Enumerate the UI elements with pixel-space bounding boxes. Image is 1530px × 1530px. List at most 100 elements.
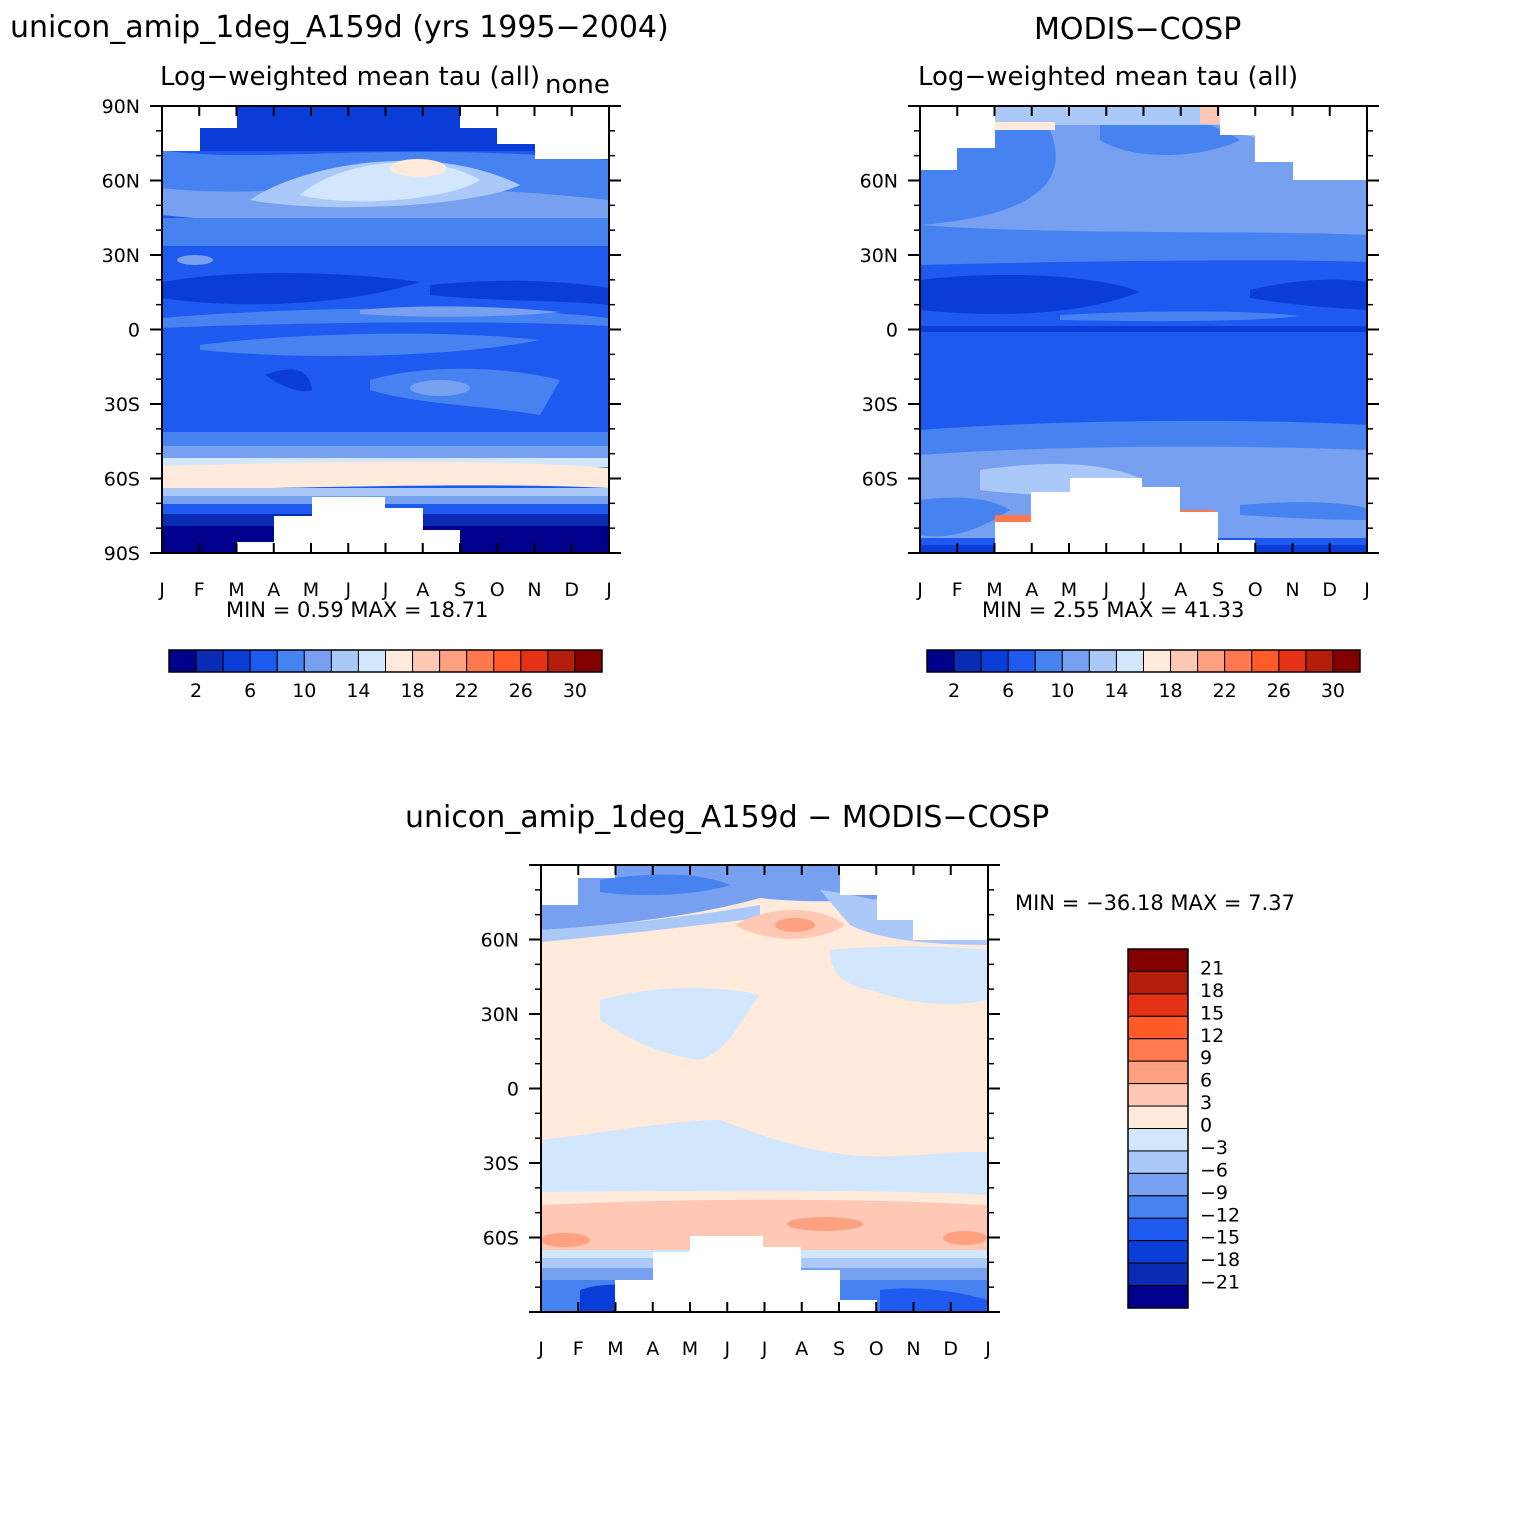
model-colorbar-swatch	[196, 650, 223, 672]
obs-colorbar-swatch	[1171, 650, 1198, 672]
obs-x-tick-label: D	[1322, 579, 1337, 601]
model-colorbar-label: 22	[455, 680, 479, 702]
model-colorbar-swatch	[494, 650, 521, 672]
diff-x-tick-label: F	[573, 1338, 584, 1360]
obs-y-tick-label: 0	[886, 320, 898, 342]
diff-colorbar-swatch	[1128, 1084, 1188, 1106]
obs-x-tick-label: J	[916, 579, 923, 601]
diff-colorbar-label: 9	[1200, 1047, 1212, 1069]
diff-y-tick-label: 30S	[483, 1153, 519, 1175]
diff-x-tick-label: S	[833, 1338, 845, 1360]
model-x-tick-label: D	[564, 579, 579, 601]
model-colorbar-swatch	[521, 650, 548, 672]
obs-colorbar-swatch	[1306, 650, 1333, 672]
diff-colorbar-swatch	[1128, 1218, 1188, 1240]
model-colorbar-swatch	[223, 650, 250, 672]
model-y-tick-label: 90S	[104, 543, 140, 565]
obs-colorbar-swatch	[954, 650, 981, 672]
diff-colorbar-label: 0	[1200, 1115, 1212, 1137]
diff-colorbar-swatch	[1128, 1039, 1188, 1061]
obs-colorbar-swatch	[1225, 650, 1252, 672]
obs-x-tick-label: J	[1102, 579, 1109, 601]
obs-colorbar-swatch	[981, 650, 1008, 672]
obs-colorbar-swatch	[1089, 650, 1116, 672]
obs-colorbar-swatch	[1116, 650, 1143, 672]
model-x-tick-label: S	[454, 579, 466, 601]
obs-colorbar-label: 18	[1158, 680, 1182, 702]
model-colorbar-swatch	[413, 650, 440, 672]
diff-y-tick-label: 30N	[481, 1004, 519, 1026]
model-y-tick-label: 60S	[104, 469, 140, 491]
diff-x-tick-label: J	[984, 1338, 991, 1360]
diff-colorbar-label: −3	[1200, 1137, 1228, 1159]
obs-colorbar-swatch	[1279, 650, 1306, 672]
diff-colorbar-label: −18	[1200, 1249, 1240, 1271]
obs-colorbar-swatch	[1252, 650, 1279, 672]
diff-colorbar-swatch	[1128, 1173, 1188, 1195]
model-colorbar-swatch	[548, 650, 575, 672]
obs-colorbar-swatch	[1062, 650, 1089, 672]
model-colorbar-swatch	[386, 650, 413, 672]
model-x-tick-label: J	[382, 579, 389, 601]
diff-colorbar-swatch	[1128, 1286, 1188, 1308]
model-colorbar-swatch	[467, 650, 494, 672]
obs-y-tick-label: 30S	[862, 394, 898, 416]
diff-x-tick-label: D	[943, 1338, 958, 1360]
obs-colorbar-swatch	[1333, 650, 1360, 672]
model-x-tick-label: A	[267, 579, 280, 601]
model-colorbar-label: 14	[346, 680, 370, 702]
obs-colorbar-label: 2	[948, 680, 960, 702]
diff-colorbar-swatch	[1128, 1061, 1188, 1083]
model-colorbar-swatch	[575, 650, 602, 672]
obs-y-tick-label: 30N	[860, 245, 898, 267]
model-x-tick-label: M	[303, 579, 319, 601]
diff-y-tick-label: 60N	[481, 930, 519, 952]
diff-x-tick-label: M	[682, 1338, 698, 1360]
diff-x-tick-label: J	[537, 1338, 544, 1360]
diff-colorbar-swatch	[1128, 1241, 1188, 1263]
obs-colorbar-label: 14	[1104, 680, 1128, 702]
diff-colorbar-swatch	[1128, 971, 1188, 993]
model-colorbar-swatch	[304, 650, 331, 672]
diff-x-tick-label: N	[906, 1338, 920, 1360]
diff-colorbar-swatch	[1128, 1263, 1188, 1285]
model-x-tick-label: O	[490, 579, 505, 601]
diff-colorbar-swatch	[1128, 949, 1188, 971]
diff-colorbar-swatch	[1128, 1196, 1188, 1218]
obs-x-tick-label: S	[1212, 579, 1224, 601]
obs-x-tick-label: J	[1140, 579, 1147, 601]
model-y-tick-label: 60N	[102, 171, 140, 193]
diff-x-tick-label: A	[795, 1338, 808, 1360]
diff-y-tick-label: 60S	[483, 1228, 519, 1250]
obs-x-tick-label: A	[1174, 579, 1187, 601]
diff-colorbar-label: −9	[1200, 1182, 1228, 1204]
diff-colorbar-label: −15	[1200, 1227, 1240, 1249]
obs-y-tick-label: 60N	[860, 171, 898, 193]
obs-x-tick-label: O	[1248, 579, 1263, 601]
model-x-tick-label: A	[416, 579, 429, 601]
obs-x-tick-label: J	[1363, 579, 1370, 601]
model-contour-field	[162, 106, 609, 553]
model-colorbar-label: 10	[292, 680, 316, 702]
model-colorbar-swatch	[358, 650, 385, 672]
diff-colorbar-swatch	[1128, 1151, 1188, 1173]
model-colorbar-label: 30	[563, 680, 587, 702]
model-colorbar-label: 18	[400, 680, 424, 702]
obs-colorbar-swatch	[1198, 650, 1225, 672]
model-y-tick-label: 0	[128, 320, 140, 342]
diff-x-tick-label: J	[723, 1338, 730, 1360]
model-colorbar-label: 6	[244, 680, 256, 702]
model-colorbar-label: 26	[509, 680, 533, 702]
diff-x-tick-label: J	[761, 1338, 768, 1360]
diff-colorbar-label: 12	[1200, 1025, 1224, 1047]
obs-x-tick-label: M	[1061, 579, 1077, 601]
obs-colorbar-label: 30	[1321, 680, 1345, 702]
diff-colorbar-label: 21	[1200, 957, 1224, 979]
diff-y-tick-label: 0	[507, 1079, 519, 1101]
obs-colorbar-swatch	[1144, 650, 1171, 672]
obs-colorbar-label: 6	[1002, 680, 1014, 702]
model-colorbar-swatch	[331, 650, 358, 672]
model-colorbar-swatch	[440, 650, 467, 672]
diff-colorbar-label: −6	[1200, 1159, 1228, 1181]
diff-colorbar-swatch	[1128, 1106, 1188, 1128]
